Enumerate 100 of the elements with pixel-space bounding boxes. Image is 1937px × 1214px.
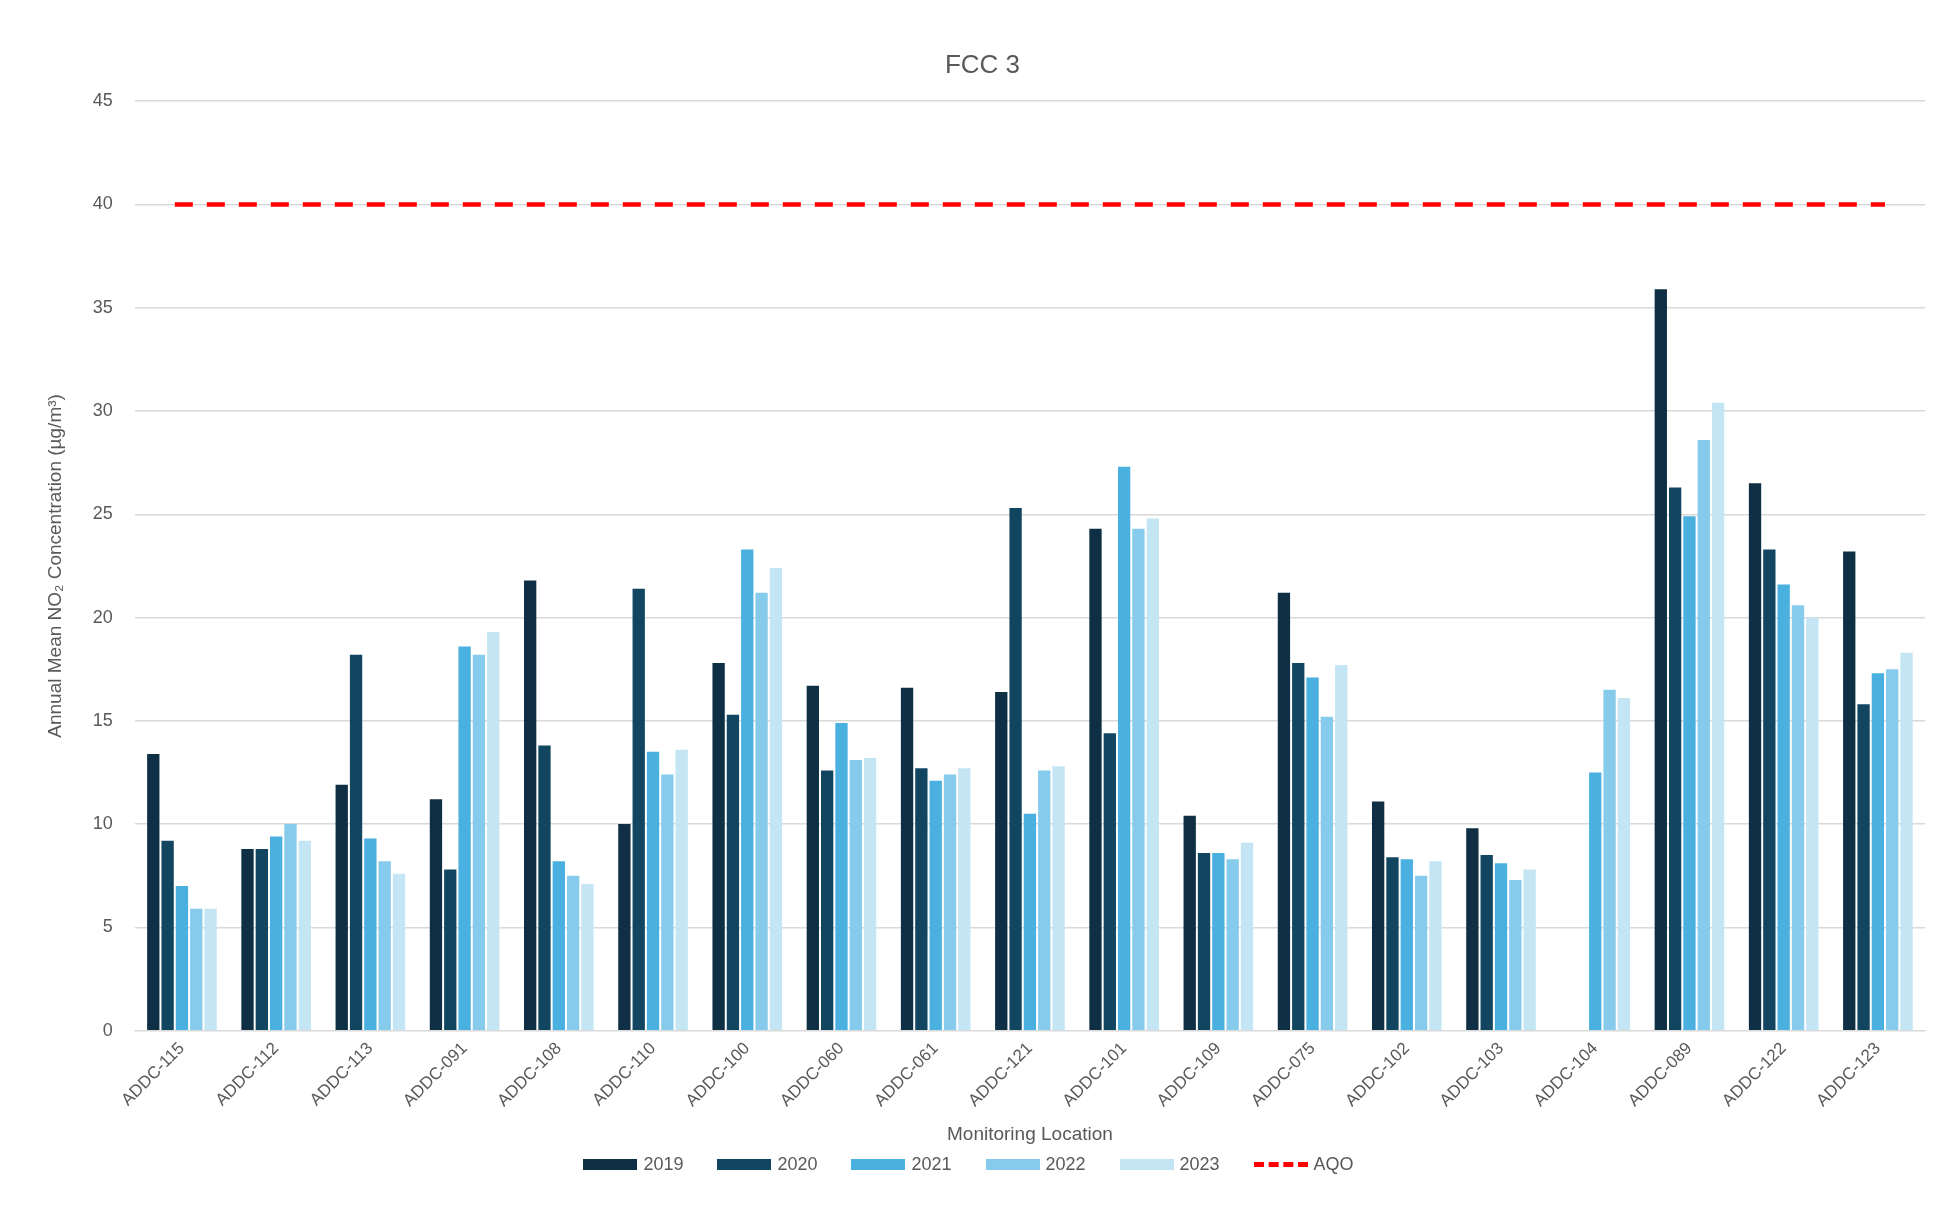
y-tick-label: 20 [92, 606, 113, 627]
bar [943, 774, 957, 1030]
bar [1683, 516, 1696, 1030]
bar [349, 654, 363, 1030]
bar [1509, 879, 1522, 1030]
bar [1212, 853, 1225, 1030]
bar [1414, 875, 1428, 1030]
bar [269, 836, 283, 1030]
bar [161, 840, 174, 1030]
bar [1589, 772, 1602, 1030]
chart-title: FCC 3 [944, 48, 1021, 79]
bar [849, 760, 862, 1030]
bar [1763, 549, 1776, 1030]
bar [1009, 508, 1022, 1030]
bar [835, 722, 848, 1030]
bar [190, 908, 203, 1030]
bar [958, 768, 971, 1030]
bar [241, 848, 254, 1030]
bar [147, 753, 160, 1030]
bar [335, 784, 348, 1030]
bar [646, 751, 660, 1030]
legend-label: AQO [1313, 1154, 1354, 1175]
bar [1523, 869, 1536, 1030]
y-tick-label: 45 [92, 90, 113, 111]
bar [1748, 483, 1762, 1030]
bar [755, 592, 768, 1030]
bar [726, 714, 740, 1030]
bar [1038, 770, 1051, 1030]
bar [915, 768, 928, 1030]
bar [1400, 859, 1413, 1030]
bar [820, 770, 834, 1030]
y-tick-label: 40 [92, 193, 113, 214]
bar [524, 580, 537, 1030]
bar [1711, 402, 1725, 1030]
y-tick-label: 15 [92, 709, 113, 730]
bar [675, 749, 688, 1030]
y-tick-label: 25 [92, 503, 113, 524]
bar [1183, 815, 1196, 1030]
bar [538, 745, 551, 1030]
legend-label: 2022 [1045, 1154, 1086, 1175]
bar [566, 875, 580, 1030]
bar [741, 549, 754, 1030]
bar [1654, 289, 1667, 1030]
bar [1871, 673, 1885, 1030]
bar [487, 632, 500, 1030]
bar [1857, 704, 1870, 1030]
bar [1900, 652, 1913, 1030]
bar [1089, 528, 1102, 1030]
bar [1603, 689, 1616, 1030]
legend-label: 2021 [911, 1154, 952, 1175]
bar [1277, 592, 1291, 1030]
bar [1617, 698, 1631, 1030]
bar [429, 799, 443, 1030]
bar [900, 687, 914, 1030]
bar [661, 774, 674, 1030]
bar [1226, 859, 1239, 1030]
bar [1132, 528, 1145, 1030]
bar [298, 840, 311, 1030]
bar [1806, 617, 1819, 1030]
bar [1777, 584, 1790, 1030]
bar [1320, 716, 1334, 1030]
bar [1306, 677, 1319, 1030]
bar [769, 567, 783, 1030]
bar [1335, 665, 1348, 1030]
bar [1843, 551, 1856, 1030]
bar [1146, 518, 1159, 1030]
bar [581, 884, 594, 1030]
bar [632, 588, 645, 1030]
bar [712, 663, 725, 1030]
bar [444, 869, 457, 1030]
bar [458, 646, 471, 1030]
bar [1697, 439, 1710, 1030]
y-tick-label: 30 [92, 399, 113, 420]
y-tick-label: 35 [92, 296, 113, 317]
bar [1117, 466, 1131, 1030]
y-tick-label: 10 [92, 813, 113, 834]
x-axis-title: Monitoring Location [947, 1122, 1113, 1144]
legend-label: 2023 [1179, 1154, 1220, 1175]
bar [552, 861, 565, 1030]
bar [378, 861, 391, 1030]
bar [392, 873, 406, 1030]
bar [1429, 861, 1442, 1030]
legend-label: 2019 [643, 1154, 684, 1175]
bar [255, 848, 268, 1030]
bar [175, 886, 189, 1030]
bar [995, 691, 1008, 1030]
bar [1371, 801, 1385, 1030]
bar [1292, 663, 1305, 1030]
bar [364, 838, 377, 1030]
bar [472, 654, 486, 1030]
bar [1052, 766, 1065, 1030]
bar [1494, 863, 1508, 1030]
bar [204, 908, 217, 1030]
bar [929, 780, 942, 1030]
bar [1668, 487, 1682, 1030]
y-tick-label: 0 [102, 1019, 113, 1040]
bar [1103, 733, 1116, 1030]
bar [1480, 855, 1493, 1030]
y-axis-title: Annual Mean NO₂ Concentration (µg/m³) [43, 394, 65, 738]
bar [1886, 669, 1899, 1030]
